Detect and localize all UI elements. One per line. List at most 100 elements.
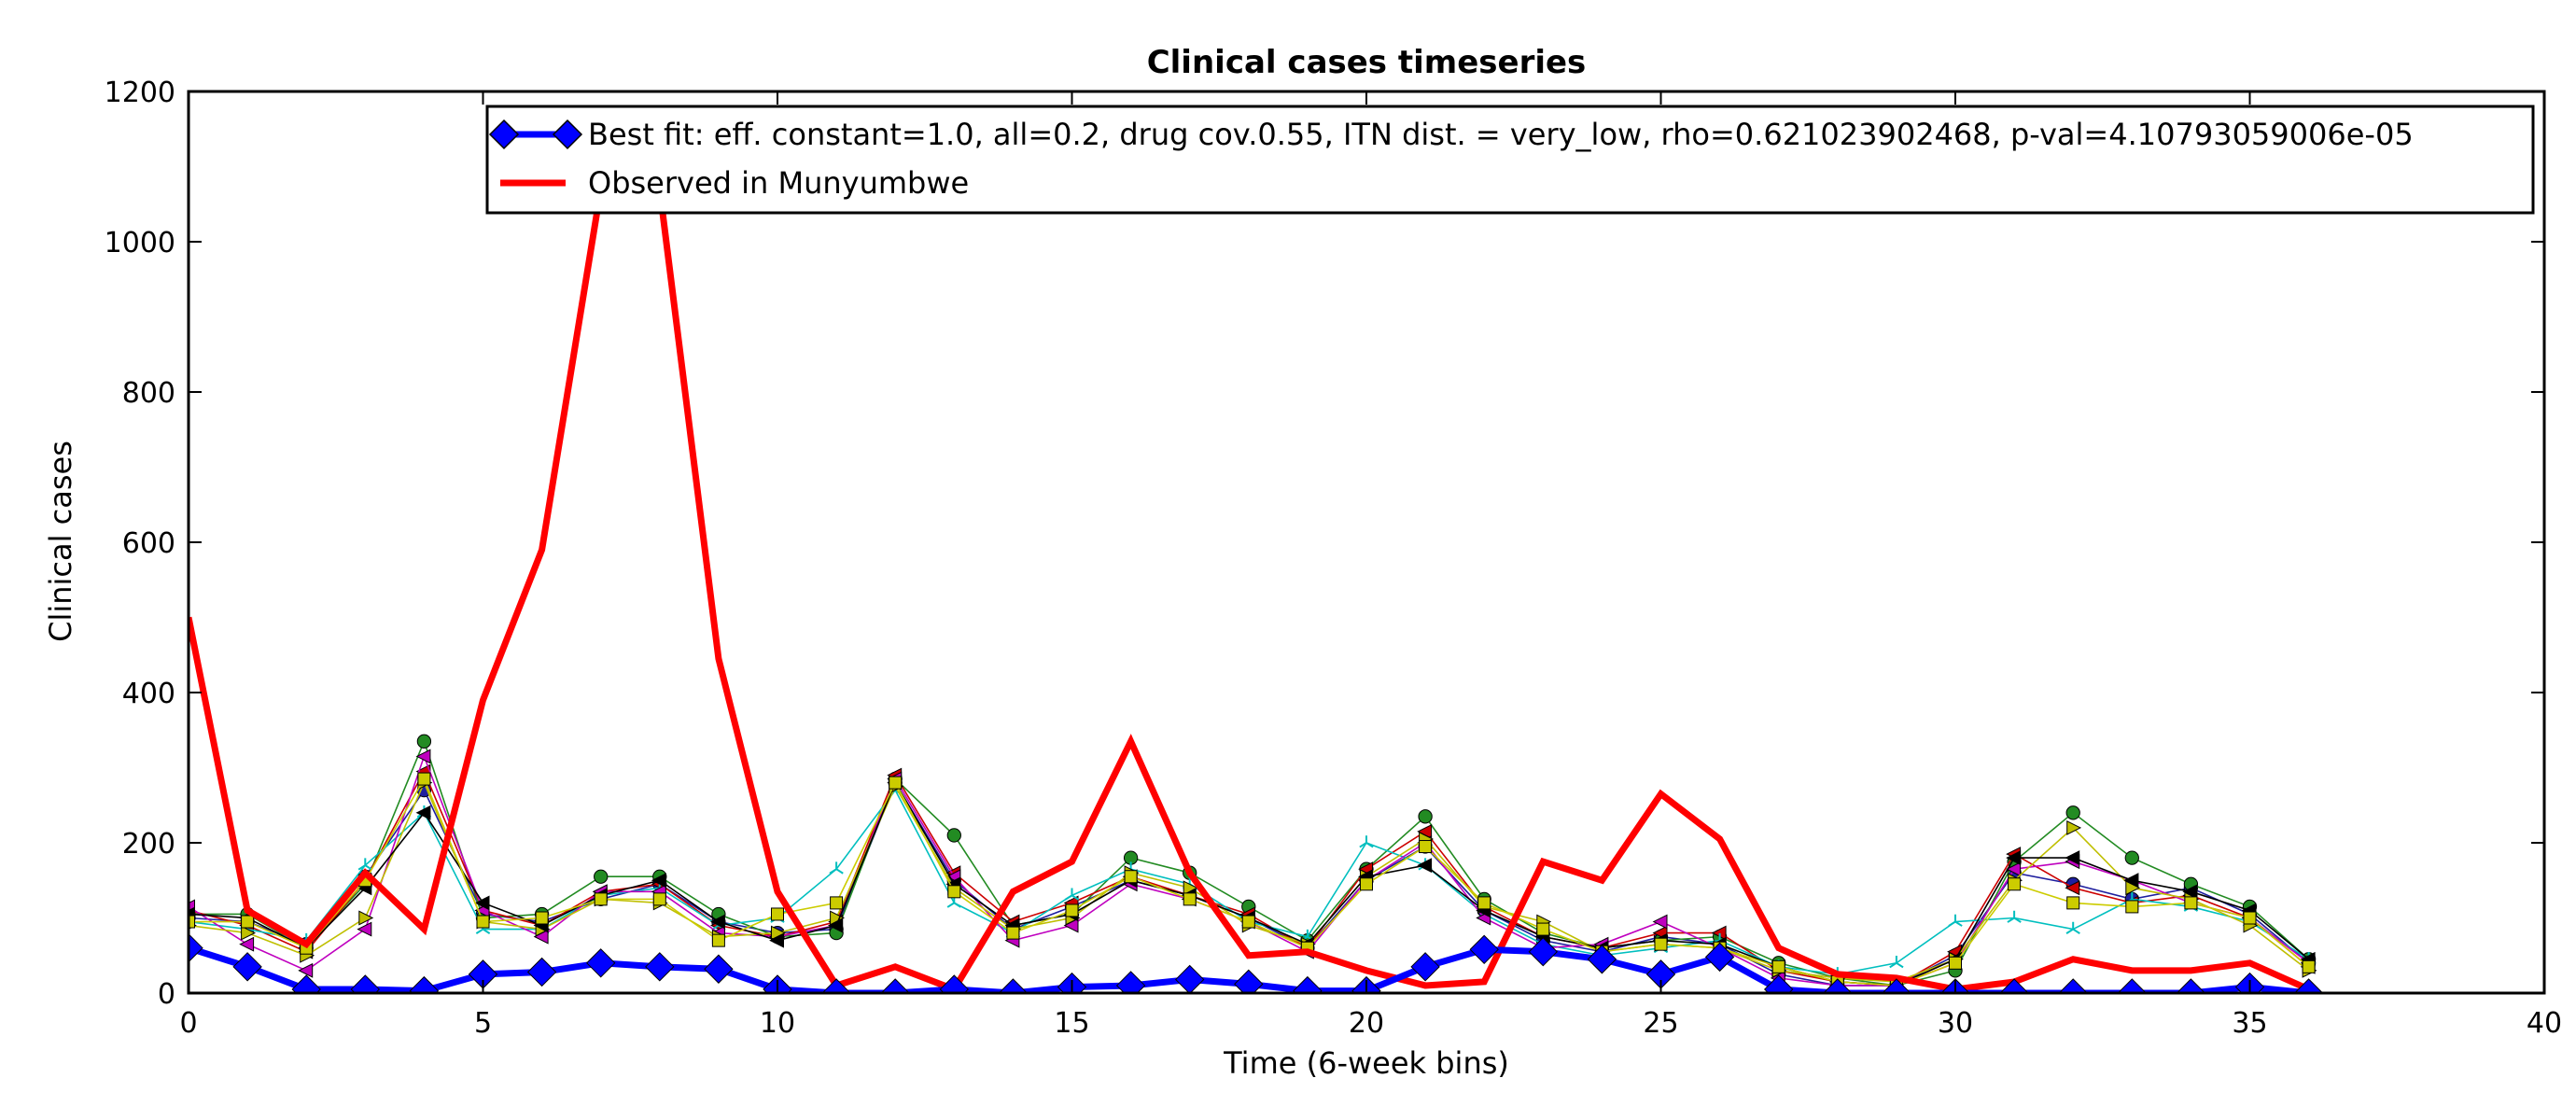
background-series-line — [189, 789, 2310, 975]
background-series-point — [829, 861, 844, 875]
background-series-point — [1477, 896, 1491, 910]
background-series-point — [2066, 896, 2080, 910]
background-series-point — [1417, 858, 1433, 874]
best-fit-series-point — [1587, 945, 1617, 974]
background-series-point — [2184, 896, 2198, 910]
background-series-point — [709, 914, 725, 930]
background-series-point — [415, 749, 431, 764]
background-series-point — [2302, 959, 2316, 973]
best-fit-series-point — [585, 948, 616, 978]
x-tick-label: 35 — [2232, 1007, 2267, 1040]
best-fit-series-point — [232, 952, 262, 982]
background-series-point — [1652, 914, 1668, 930]
background-series-point — [2008, 877, 2022, 891]
background-series-point — [2123, 873, 2139, 889]
y-tick-label: 600 — [122, 527, 175, 560]
best-fit-series-point — [526, 957, 557, 987]
background-series-point — [2006, 861, 2022, 877]
best-fit-series-point — [939, 974, 970, 993]
background-series-point — [1418, 809, 1433, 824]
best-fit-series-point — [1704, 942, 1735, 973]
best-fit-series-point — [2117, 978, 2148, 993]
x-tick-label: 10 — [760, 1007, 795, 1040]
background-series-point — [1536, 922, 1550, 936]
best-fit-series-point — [1763, 974, 1794, 993]
background-series-point — [2182, 884, 2198, 900]
background-series-point — [1419, 840, 1433, 854]
observed-series-line — [189, 186, 2311, 993]
best-fit-series-point — [1999, 978, 2029, 993]
best-fit-series-point — [1469, 934, 1499, 965]
y-tick-label: 0 — [158, 978, 175, 1011]
best-fit-series-point — [2293, 978, 2324, 993]
best-fit-series-point — [409, 975, 440, 993]
background-series-point — [474, 895, 490, 911]
background-series-point — [2243, 911, 2257, 925]
background-series-point — [2125, 900, 2139, 914]
best-fit-series-point — [1115, 971, 1146, 993]
background-series-point — [1889, 956, 1904, 969]
legend: Best fit: eff. constant=1.0, all=0.2, dr… — [485, 105, 2535, 215]
best-fit-series-point — [1823, 978, 1853, 993]
background-series-point — [1064, 888, 1080, 901]
background-series-point — [2007, 910, 2022, 923]
y-tick-label: 400 — [122, 678, 175, 710]
x-tick-label: 40 — [2527, 1007, 2562, 1040]
legend-label-best-fit: Best fit: eff. constant=1.0, all=0.2, dr… — [588, 117, 2414, 152]
background-series-line — [189, 739, 2310, 987]
background-series-point — [1006, 926, 1020, 940]
background-series-point — [2065, 921, 2080, 934]
background-series-point — [889, 776, 903, 790]
main-series-layer — [189, 186, 2324, 993]
legend-swatch-best-fit-marker-left — [488, 119, 520, 150]
background-series-point — [535, 911, 549, 925]
best-fit-series-point — [704, 954, 734, 984]
background-series-point — [946, 828, 961, 843]
background-series-point — [828, 917, 844, 933]
background-series-point — [357, 858, 372, 871]
best-fit-series-point — [350, 974, 381, 993]
background-series-point — [417, 772, 431, 786]
best-fit-series-point — [1174, 964, 1205, 993]
best-fit-series-point — [189, 932, 203, 963]
best-fit-series-point — [880, 978, 910, 993]
best-fit-series-point — [1234, 969, 1264, 993]
background-series-point — [594, 892, 608, 906]
background-series-point — [241, 915, 255, 929]
background-series-point — [947, 885, 961, 899]
background-series-point — [1654, 937, 1668, 951]
best-fit-series-point — [2176, 978, 2206, 993]
background-series-point — [2065, 850, 2080, 866]
best-fit-series-point — [821, 978, 851, 993]
chart-title: Clinical cases timeseries — [1147, 44, 1587, 81]
background-series-point — [769, 932, 784, 948]
background-series-point — [1771, 959, 1785, 973]
background-series-point — [1124, 870, 1138, 884]
best-fit-series-point — [1293, 975, 1323, 993]
background-series-point — [1241, 915, 1255, 929]
legend-box — [485, 105, 2535, 215]
y-tick-label: 800 — [122, 377, 175, 410]
x-tick-label: 15 — [1054, 1007, 1089, 1040]
y-tick-label: 1200 — [105, 77, 175, 109]
background-series-point — [651, 873, 666, 889]
background-series-point — [239, 936, 255, 952]
best-fit-series-point — [645, 952, 675, 982]
background-series-point — [298, 962, 314, 978]
background-series-point — [652, 892, 666, 906]
background-series-point — [594, 869, 609, 884]
y-tick-label: 200 — [122, 828, 175, 861]
x-tick-label: 25 — [1643, 1007, 1678, 1040]
best-fit-series-point — [1410, 952, 1440, 982]
background-series-point — [415, 805, 431, 820]
background-series-point — [1359, 835, 1374, 848]
best-fit-series-point — [2058, 978, 2088, 993]
background-series-point — [1948, 914, 1963, 927]
background-series-point — [711, 933, 725, 947]
background-series-point — [416, 734, 432, 749]
background-series-point — [2006, 850, 2022, 866]
background-series-point — [1065, 903, 1079, 917]
x-tick-label: 5 — [474, 1007, 492, 1040]
